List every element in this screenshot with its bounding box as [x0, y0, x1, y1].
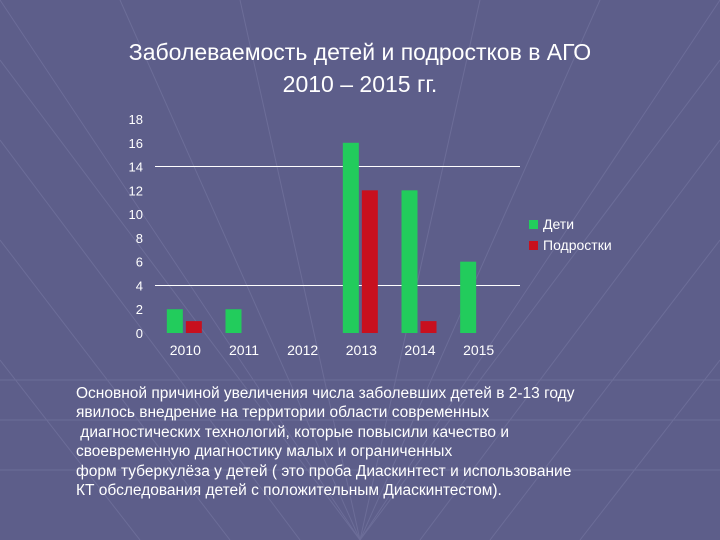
slide-title-line-2: 2010 – 2015 гг. [282, 71, 438, 97]
body-line: своевременную диагностику малых и ограни… [76, 443, 453, 461]
x-tick-label: 2010 [170, 342, 201, 358]
x-tick-label: 2014 [404, 342, 435, 358]
legend-label: Подростки [543, 237, 612, 253]
y-tick-label: 2 [136, 302, 143, 317]
x-tick-label: 2012 [287, 342, 318, 358]
x-tick-label: 2013 [346, 342, 377, 358]
y-axis: 0 2 4 6 8 10 12 14 16 18 [129, 112, 143, 341]
bar-teens-2013 [361, 190, 378, 333]
body-line: явилось внедрение на территории области … [76, 404, 490, 422]
slide-body-text: Основной причиной увеличения числа забол… [76, 384, 696, 500]
bar-children-2013 [342, 142, 359, 333]
y-tick-label: 18 [129, 112, 143, 127]
slide-title: Заболеваемость детей и подростков в АГО … [40, 36, 680, 100]
bar-children-2015 [460, 261, 477, 333]
body-line: диагностических технологий, которые повы… [76, 423, 509, 441]
legend-swatch [529, 220, 538, 229]
bar-teens-2014 [420, 321, 437, 333]
y-tick-label: 14 [129, 160, 143, 175]
y-tick-label: 8 [136, 231, 143, 246]
y-tick-label: 6 [136, 255, 143, 270]
y-tick-label: 4 [136, 278, 143, 293]
gridlines [155, 166, 520, 286]
bar-children-2010 [166, 309, 183, 333]
legend-swatch [529, 241, 538, 250]
y-tick-label: 12 [129, 183, 143, 198]
x-tick-label: 2011 [229, 342, 259, 358]
bar-children-2014 [401, 190, 418, 333]
y-tick-label: 16 [129, 136, 143, 151]
y-tick-label: 0 [136, 326, 143, 341]
legend-label: Дети [543, 216, 574, 232]
y-tick-label: 10 [129, 207, 143, 222]
bars [166, 142, 477, 333]
legend: Дети Подростки [529, 216, 612, 253]
bar-teens-2010 [185, 321, 202, 333]
body-line: КТ обследования детей с положительным Ди… [76, 482, 502, 500]
body-line: форм туберкулёза у детей ( это проба Диа… [76, 462, 572, 480]
bar-children-2011 [225, 309, 242, 333]
body-line: Основной причиной увеличения числа забол… [76, 385, 575, 402]
x-tick-label: 2015 [463, 342, 494, 358]
x-axis: 2010 2011 2012 2013 2014 2015 [170, 342, 495, 358]
slide-title-line-1: Заболеваемость детей и подростков в АГО [128, 39, 592, 65]
